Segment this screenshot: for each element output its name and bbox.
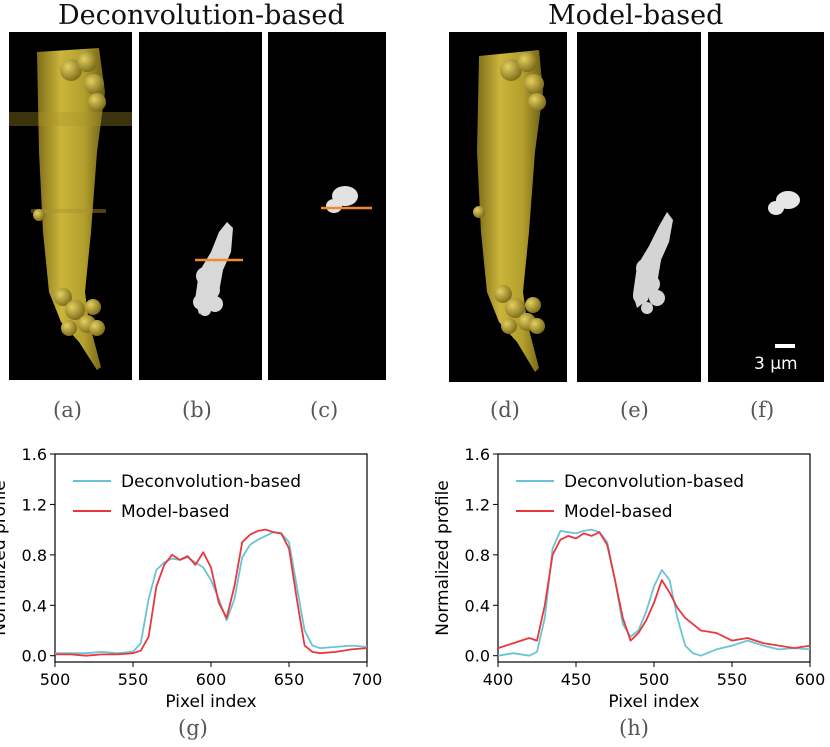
- x-tick-label: 550: [717, 670, 748, 689]
- x-tick-label: 400: [483, 670, 514, 689]
- label-g: (g): [178, 716, 208, 740]
- legend-label: Deconvolution-based: [564, 472, 744, 492]
- panel-f-model-slice: 3 μm: [708, 32, 824, 382]
- y-tick-label: 1.2: [22, 495, 47, 514]
- label-e: (e): [620, 398, 649, 422]
- x-tick-label: 450: [561, 670, 592, 689]
- label-c: (c): [310, 398, 339, 422]
- series-line: [497, 528, 811, 657]
- y-tick-label: 1.6: [465, 445, 490, 464]
- y-tick-label: 0.8: [22, 546, 47, 565]
- y-tick-label: 0.0: [465, 647, 490, 666]
- scale-bar: [775, 344, 795, 348]
- series-line: [55, 528, 368, 657]
- chart-h-line-profile: 400 450 500 550 600 0.0 0.4 0.8 1.2 1.6 Pixel inde…: [433, 445, 826, 710]
- x-axis-label: Pixel index: [165, 692, 256, 710]
- x-axis-label: Pixel index: [608, 692, 699, 710]
- panel-d-model-rendering: [449, 32, 567, 382]
- y-axis-label: Normalized profile: [0, 480, 10, 636]
- scale-bar-label: 3 μm: [754, 354, 798, 374]
- model-column-title: Model-based: [548, 0, 724, 31]
- label-b: (b): [182, 398, 212, 422]
- x-tick-label: 500: [639, 670, 670, 689]
- label-a: (a): [53, 398, 82, 422]
- panel-c-deconvolution-slice: [268, 32, 386, 380]
- y-tick-label: 1.6: [22, 445, 47, 464]
- panel-a-deconvolution-rendering: [9, 32, 132, 380]
- y-axis-label: Normalized profile: [433, 480, 453, 636]
- y-tick-label: 0.8: [465, 546, 490, 565]
- y-tick-label: 0.4: [22, 596, 47, 615]
- legend-label: Deconvolution-based: [121, 472, 301, 492]
- y-tick-label: 0.0: [22, 647, 47, 666]
- x-tick-label: 600: [196, 670, 227, 689]
- y-tick-label: 1.2: [465, 495, 490, 514]
- x-tick-label: 600: [795, 670, 826, 689]
- label-f: (f): [750, 398, 775, 422]
- series-line: [497, 531, 811, 650]
- legend-label: Model-based: [564, 502, 673, 522]
- x-tick-label: 700: [352, 670, 383, 689]
- legend-label: Model-based: [121, 502, 230, 522]
- series-line: [55, 531, 368, 655]
- deconvolution-column-title: Deconvolution-based: [58, 0, 345, 31]
- y-tick-label: 0.4: [465, 596, 490, 615]
- x-tick-label: 550: [118, 670, 149, 689]
- chart-g-line-profile: 500 550 600 650 700 0.0 0.4 0.8 1.2 1.6 Pixel inde…: [0, 445, 383, 710]
- label-d: (d): [490, 398, 520, 422]
- x-tick-label: 500: [40, 670, 71, 689]
- panel-e-model-slice: [577, 32, 701, 382]
- label-h: (h): [619, 716, 649, 740]
- panel-b-deconvolution-slice: [139, 32, 262, 380]
- x-tick-label: 650: [274, 670, 305, 689]
